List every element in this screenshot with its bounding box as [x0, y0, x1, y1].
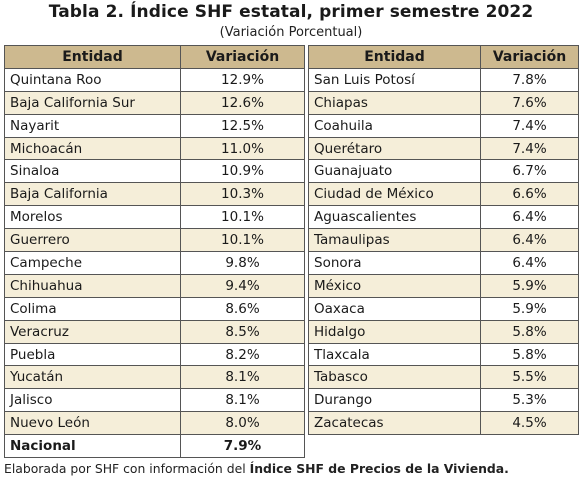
- state-index-table: Entidad Variación Entidad Variación Quin…: [4, 45, 579, 459]
- total-row: Nacional 7.9%: [4, 434, 579, 459]
- entidad-right-cell: Coahuila: [308, 113, 481, 138]
- source-note: Elaborada por SHF con información del Ín…: [4, 461, 578, 476]
- entidad-left-cell: Puebla: [4, 342, 181, 367]
- entidad-left-cell: Guerrero: [4, 228, 181, 253]
- table-row: Michoacán 11.0% Querétaro 7.4%: [4, 136, 579, 161]
- header-entidad-left: Entidad: [4, 45, 181, 69]
- entidad-left-cell: Baja California Sur: [4, 90, 181, 115]
- entidad-right-cell: Guanajuato: [308, 159, 481, 184]
- variacion-right-cell: 5.9%: [480, 296, 579, 321]
- entidad-left-cell: Nuevo León: [4, 411, 181, 436]
- variacion-left-cell: 8.1%: [180, 388, 305, 413]
- empty-cell: [304, 434, 309, 458]
- total-value: 7.9%: [180, 434, 305, 459]
- variacion-left-cell: 10.3%: [180, 182, 305, 207]
- variacion-left-cell: 9.4%: [180, 273, 305, 298]
- table-row: Guerrero 10.1% Tamaulipas 6.4%: [4, 228, 579, 253]
- header-variacion-right: Variación: [480, 45, 579, 69]
- entidad-left-cell: Quintana Roo: [4, 67, 181, 92]
- source-note-emphasis: Índice SHF de Precios de la Vivienda.: [249, 461, 509, 476]
- variacion-left-cell: 12.5%: [180, 113, 305, 138]
- variacion-right-cell: 7.4%: [480, 136, 579, 161]
- entidad-left-cell: Jalisco: [4, 388, 181, 413]
- variacion-right-cell: 6.4%: [480, 251, 579, 275]
- variacion-right-cell: 6.4%: [480, 228, 579, 253]
- entidad-right-cell: Durango: [308, 388, 481, 413]
- entidad-left-cell: Morelos: [4, 205, 181, 230]
- table-row: Veracruz 8.5% Hidalgo 5.8%: [4, 319, 579, 344]
- variacion-right-cell: 5.9%: [480, 273, 579, 298]
- table-row: Nayarit 12.5% Coahuila 7.4%: [4, 113, 579, 138]
- entidad-left-cell: Baja California: [4, 182, 181, 207]
- table-row: Jalisco 8.1% Durango 5.3%: [4, 388, 579, 413]
- variacion-right-cell: 5.8%: [480, 342, 579, 367]
- variacion-right-cell: 5.3%: [480, 388, 579, 413]
- variacion-right-cell: 6.6%: [480, 182, 579, 207]
- entidad-right-cell: San Luis Potosí: [308, 67, 481, 92]
- entidad-left-cell: Veracruz: [4, 319, 181, 344]
- variacion-left-cell: 10.1%: [180, 205, 305, 230]
- entidad-right-cell: Hidalgo: [308, 319, 481, 344]
- table-subtitle: (Variación Porcentual): [219, 25, 363, 40]
- entidad-right-cell: Sonora: [308, 251, 481, 275]
- variacion-left-cell: 12.6%: [180, 90, 305, 115]
- header-entidad-right: Entidad: [308, 45, 481, 69]
- table-row: Baja California Sur 12.6% Chiapas 7.6%: [4, 90, 579, 115]
- variacion-right-cell: 4.5%: [480, 411, 579, 436]
- variacion-right-cell: 6.4%: [480, 205, 579, 230]
- variacion-right-cell: 7.6%: [480, 90, 579, 115]
- variacion-right-cell: 5.5%: [480, 365, 579, 390]
- table-row: Quintana Roo 12.9% San Luis Potosí 7.8%: [4, 67, 579, 92]
- entidad-left-cell: Michoacán: [4, 136, 181, 161]
- entidad-left-cell: Sinaloa: [4, 159, 181, 184]
- table-row: Yucatán 8.1% Tabasco 5.5%: [4, 365, 579, 390]
- variacion-right-cell: 6.7%: [480, 159, 579, 184]
- variacion-left-cell: 8.6%: [180, 296, 305, 321]
- variacion-right-cell: 5.8%: [480, 319, 579, 344]
- entidad-left-cell: Yucatán: [4, 365, 181, 390]
- table-row: Campeche 9.8% Sonora 6.4%: [4, 251, 579, 275]
- table-row: Sinaloa 10.9% Guanajuato 6.7%: [4, 159, 579, 184]
- table-row: Baja California 10.3% Ciudad de México 6.6%: [4, 182, 579, 207]
- entidad-left-cell: Chihuahua: [4, 273, 181, 298]
- table-body: Quintana Roo 12.9% San Luis Potosí 7.8% Baja…: [4, 67, 579, 459]
- empty-cell: [480, 434, 579, 458]
- entidad-right-cell: Oaxaca: [308, 296, 481, 321]
- entidad-right-cell: Zacatecas: [308, 411, 481, 436]
- entidad-left-cell: Campeche: [4, 251, 181, 275]
- empty-cell: [308, 434, 481, 458]
- entidad-right-cell: Aguascalientes: [308, 205, 481, 230]
- variacion-right-cell: 7.8%: [480, 67, 579, 92]
- table-title: Tabla 2. Índice SHF estatal, primer seme…: [48, 2, 534, 22]
- variacion-left-cell: 11.0%: [180, 136, 305, 161]
- variacion-left-cell: 10.9%: [180, 159, 305, 184]
- entidad-right-cell: México: [308, 273, 481, 298]
- source-note-prefix: Elaborada por SHF con información del: [4, 461, 250, 476]
- total-label: Nacional: [4, 434, 181, 459]
- variacion-left-cell: 10.1%: [180, 228, 305, 253]
- entidad-left-cell: Colima: [4, 296, 181, 321]
- entidad-right-cell: Tlaxcala: [308, 342, 481, 367]
- entidad-right-cell: Ciudad de México: [308, 182, 481, 207]
- header-variacion-left: Variación: [180, 45, 305, 69]
- variacion-left-cell: 8.2%: [180, 342, 305, 367]
- variacion-left-cell: 8.1%: [180, 365, 305, 390]
- table-row: Morelos 10.1% Aguascalientes 6.4%: [4, 205, 579, 230]
- entidad-right-cell: Chiapas: [308, 90, 481, 115]
- table-row: Colima 8.6% Oaxaca 5.9%: [4, 296, 579, 321]
- table-row: Nuevo León 8.0% Zacatecas 4.5%: [4, 411, 579, 436]
- table-row: Chihuahua 9.4% México 5.9%: [4, 273, 579, 298]
- variacion-left-cell: 8.5%: [180, 319, 305, 344]
- variacion-left-cell: 9.8%: [180, 251, 305, 275]
- variacion-right-cell: 7.4%: [480, 113, 579, 138]
- variacion-left-cell: 12.9%: [180, 67, 305, 92]
- table-header-row: Entidad Variación Entidad Variación: [4, 45, 579, 69]
- entidad-right-cell: Tabasco: [308, 365, 481, 390]
- entidad-right-cell: Querétaro: [308, 136, 481, 161]
- entidad-left-cell: Nayarit: [4, 113, 181, 138]
- variacion-left-cell: 8.0%: [180, 411, 305, 436]
- table-row: Puebla 8.2% Tlaxcala 5.8%: [4, 342, 579, 367]
- entidad-right-cell: Tamaulipas: [308, 228, 481, 253]
